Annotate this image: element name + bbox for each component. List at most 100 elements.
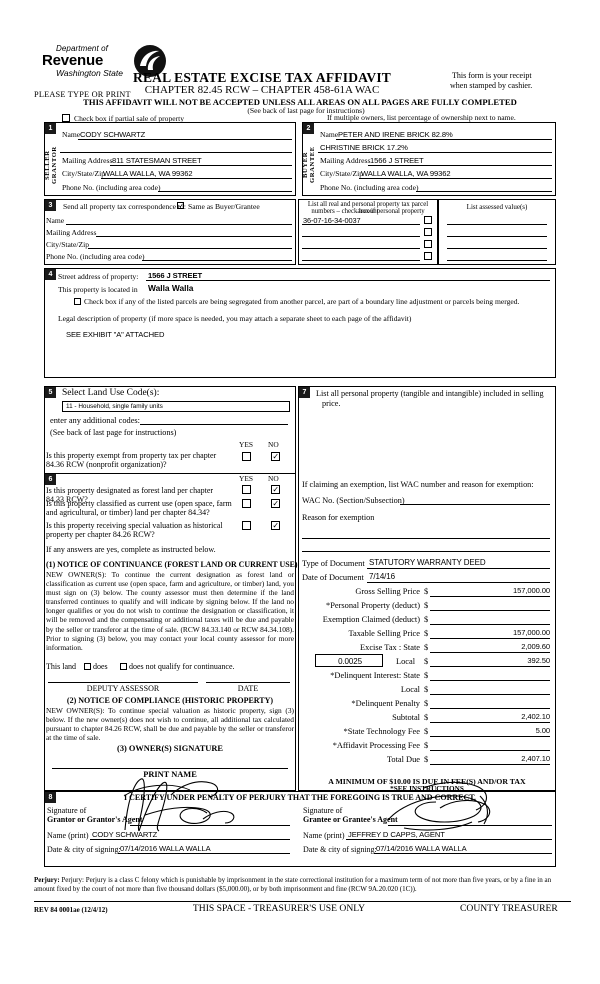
financial-label-0: Gross Selling Price xyxy=(355,587,420,596)
grantee-signature-rule[interactable] xyxy=(388,825,552,826)
buyer-citystatezip-value[interactable]: WALLA WALLA, WA 99362 xyxy=(361,169,451,178)
segregated-checkbox[interactable] xyxy=(74,298,81,305)
deputy-assessor-rule[interactable] xyxy=(48,682,198,683)
assessed-row-0-rule[interactable] xyxy=(447,224,547,225)
correspondence-phone-rule[interactable] xyxy=(142,260,292,261)
certify-box xyxy=(44,791,556,867)
financial-label-8: *Delinquent Penalty xyxy=(351,699,420,708)
parcel-row-1-rule[interactable] xyxy=(302,236,420,237)
assessed-row-2-rule[interactable] xyxy=(447,248,547,249)
checkmark-icon: ✓ xyxy=(272,499,280,508)
buyer-name2-rule xyxy=(318,152,552,153)
dollar-sign-4: $ xyxy=(424,643,429,652)
grantee-date-value[interactable]: 07/14/2016 WALLA WALLA xyxy=(376,844,467,853)
buyer-name2-value[interactable]: CHRISTINE BRICK 17.2% xyxy=(320,143,408,152)
financial-value-12[interactable]: 2,407.10 xyxy=(521,754,550,763)
does-not-qualify-checkbox[interactable] xyxy=(120,663,127,670)
financial-rule-1 xyxy=(430,610,550,611)
parcel-row-0-value[interactable]: 36-07-16-34-0037 xyxy=(303,216,361,225)
financial-value-9[interactable]: 2,402.10 xyxy=(521,712,550,721)
seller-mailing-value[interactable]: 811 STATESMAN STREET xyxy=(112,156,202,165)
page-title: REAL ESTATE EXCISE TAX AFFIDAVIT xyxy=(133,70,391,85)
legal-description-value[interactable]: SEE EXHIBIT "A" ATTACHED xyxy=(66,330,165,339)
financial-rule-0 xyxy=(430,596,550,597)
reason-rule-1[interactable] xyxy=(302,538,550,539)
financial-label-1: *Personal Property (deduct) xyxy=(326,601,420,610)
grantor-signature-rule[interactable] xyxy=(130,825,290,826)
assessor-date-rule[interactable] xyxy=(206,682,290,683)
classification-question-0: Is this property designated as forest la… xyxy=(46,486,214,504)
partial-sale-checkbox[interactable] xyxy=(62,114,70,122)
parcel-row-0-personal-checkbox[interactable] xyxy=(424,216,432,224)
correspondence-mailing-rule[interactable] xyxy=(96,236,292,237)
parcel-row-1-personal-checkbox[interactable] xyxy=(424,228,432,236)
exempt-question-line2: 84.36 RCW (nonprofit organization)? xyxy=(46,460,167,469)
section-number-2: 2 xyxy=(303,123,314,134)
financial-value-0[interactable]: 157,000.00 xyxy=(512,586,550,595)
historic-no-checkbox[interactable]: ✓ xyxy=(271,521,280,530)
seller-grantor-vertical-label: SELLER GRANTOR xyxy=(44,146,58,184)
wac-number-rule[interactable] xyxy=(400,504,550,505)
property-box xyxy=(44,268,556,378)
revenue-swoosh-icon xyxy=(134,45,166,77)
additional-codes-rule[interactable] xyxy=(140,424,288,425)
assessed-values-heading: List assessed value(s) xyxy=(466,203,528,211)
seller-citystatezip-value[interactable]: WALLA WALLA, WA 99362 xyxy=(103,169,193,178)
dollar-sign-7: $ xyxy=(424,685,429,694)
document-date-value[interactable]: 7/14/16 xyxy=(369,572,395,581)
exempt-no-checkbox[interactable]: ✓ xyxy=(271,452,280,461)
financial-value-3[interactable]: 157,000.00 xyxy=(512,628,550,637)
parcel-row-3-rule[interactable] xyxy=(302,260,420,261)
does-qualify-checkbox[interactable] xyxy=(84,663,91,670)
forest-land-yes-checkbox[interactable] xyxy=(242,485,251,494)
dor-logo: Department of Revenue Washington State xyxy=(38,44,188,84)
forest-land-no-checkbox[interactable]: ✓ xyxy=(271,485,280,494)
deputy-assessor-label: DEPUTY ASSESSOR xyxy=(86,684,160,693)
logo-line-department: Department of xyxy=(56,44,108,53)
correspondence-citystatezip-rule[interactable] xyxy=(88,248,292,249)
seller-name-value[interactable]: CODY SCHWARTZ xyxy=(80,130,146,139)
reason-rule-2[interactable] xyxy=(302,551,550,552)
parcel-row-2-rule[interactable] xyxy=(302,248,420,249)
grantor-date-value[interactable]: 07/14/2016 WALLA WALLA xyxy=(120,844,211,853)
financial-value-10[interactable]: 5.00 xyxy=(535,726,550,735)
located-in-value[interactable]: Walla Walla xyxy=(148,283,194,293)
assessor-date-label: DATE xyxy=(237,684,259,693)
current-use-yes-checkbox[interactable] xyxy=(242,499,251,508)
grantee-signature-label-line1: Signature of xyxy=(303,806,343,815)
personal-property-input[interactable] xyxy=(302,410,552,470)
grantee-name-value[interactable]: JEFFREY D CAPPS, AGENT xyxy=(348,830,445,839)
financial-value-5[interactable]: 392.50 xyxy=(527,656,550,665)
buyer-citystatezip-rule xyxy=(359,178,552,179)
owner-signature-rule[interactable] xyxy=(52,768,288,769)
same-as-buyer-checkbox[interactable]: ✓ xyxy=(177,202,184,210)
dollar-sign-12: $ xyxy=(424,755,429,764)
document-type-label: Type of Document xyxy=(302,559,365,568)
financial-label-7: Local xyxy=(400,685,420,694)
financial-value-4[interactable]: 2,009.60 xyxy=(521,642,550,651)
street-address-value[interactable]: 1566 J STREET xyxy=(148,271,202,280)
seller-name-label: Name xyxy=(62,130,81,139)
assessed-row-1-rule[interactable] xyxy=(447,236,547,237)
correspondence-heading: Send all property tax correspondence to: xyxy=(63,202,186,211)
correspondence-name-rule[interactable] xyxy=(66,224,292,225)
current-use-no-checkbox[interactable]: ✓ xyxy=(271,499,280,508)
buyer-mailing-value[interactable]: 1566 J STREET xyxy=(370,156,424,165)
parcel-row-2-personal-checkbox[interactable] xyxy=(424,240,432,248)
document-type-value[interactable]: STATUTORY WARRANTY DEED xyxy=(369,558,486,567)
financial-rule-4 xyxy=(430,652,550,653)
document-type-rule xyxy=(367,568,550,569)
buyer-grantee-vertical-label: BUYER GRANTEE xyxy=(302,146,316,184)
section-number-4: 4 xyxy=(45,269,56,280)
segregated-label: Check box if any of the listed parcels a… xyxy=(84,297,520,306)
local-rate-box[interactable]: 0.0025 xyxy=(315,654,383,667)
exempt-yes-checkbox[interactable] xyxy=(242,452,251,461)
grantor-name-value[interactable]: CODY SCHWARTZ xyxy=(92,830,158,839)
parcel-row-3-personal-checkbox[interactable] xyxy=(424,252,432,260)
buyer-name-value[interactable]: PETER AND IRENE BRICK 82.8% xyxy=(338,130,453,139)
historic-yes-checkbox[interactable] xyxy=(242,521,251,530)
assessed-row-3-rule[interactable] xyxy=(447,260,547,261)
financial-label-9: Subtotal xyxy=(392,713,420,722)
land-use-code-input[interactable]: 11 - Household, single family units xyxy=(62,401,290,412)
classification-question-1: Is this property classified as current u… xyxy=(46,499,232,517)
